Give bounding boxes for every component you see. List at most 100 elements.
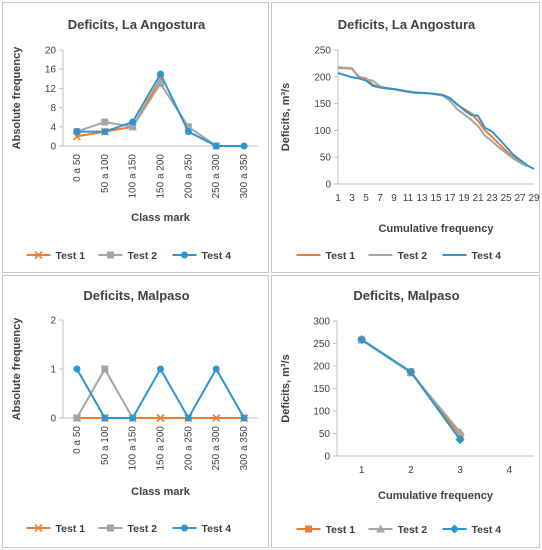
- series-test-4: [357, 334, 465, 445]
- legend-label: Test 4: [202, 523, 232, 535]
- chart-title: Deficits, Malpaso: [83, 288, 189, 303]
- legend-entry: Test 2: [368, 524, 428, 536]
- y-tick-label: 0: [325, 180, 331, 191]
- data-point: [240, 142, 248, 150]
- x-tick-label: 1: [359, 465, 365, 476]
- x-tick-label: 13: [416, 193, 428, 204]
- y-tick-label: 100: [314, 126, 331, 137]
- legend-label: Test 1: [326, 250, 356, 262]
- series-test-2: [73, 365, 137, 422]
- legend-entry: Test 2: [368, 250, 427, 262]
- x-axis-label: Cumulative frequency: [379, 223, 495, 235]
- y-tick-label: 200: [313, 362, 330, 373]
- data-point: [184, 123, 192, 131]
- y-axis-label: Deficits, m³/s: [280, 354, 292, 422]
- x-tick-label: 27: [514, 193, 526, 204]
- legend-entry: Test 1: [296, 250, 356, 262]
- legend-entry: Test 1: [296, 524, 355, 536]
- data-point: [129, 414, 137, 422]
- y-tick-label: 0: [50, 414, 56, 425]
- y-axis-label: Absolute frequency: [11, 46, 23, 150]
- y-tick-label: 16: [45, 65, 57, 76]
- legend-entry: Test 1: [26, 523, 85, 535]
- legend-marker: [376, 524, 385, 533]
- y-tick-label: 4: [50, 122, 56, 133]
- chart-title: Deficits, La Angostura: [338, 17, 476, 32]
- legend-label: Test 2: [398, 524, 428, 536]
- y-tick-label: 0: [324, 452, 330, 463]
- data-point: [157, 365, 164, 373]
- x-tick-label: 250 a 300: [211, 154, 222, 199]
- y-tick-label: 20: [45, 46, 57, 57]
- data-point: [184, 414, 192, 422]
- x-tick-label: 23: [486, 193, 498, 204]
- chart-panel-malpaso-cumulative: Deficits, Malpaso 0 50 100 150 200 250 300 1 2 3 4 D…: [271, 275, 540, 548]
- chart-svg: Deficits, Malpaso 0 1 2 0 a 50 50 a 100 100 a …: [11, 288, 258, 535]
- x-tick-label: 2: [408, 465, 414, 476]
- y-tick-label: 8: [50, 103, 56, 114]
- x-tick-label: 25: [500, 193, 512, 204]
- x-tick-label: 17: [444, 193, 456, 204]
- data-point: [129, 118, 137, 126]
- data-point: [156, 413, 165, 423]
- x-tick-label: 200 a 250: [183, 154, 194, 199]
- x-tick-label: 19: [458, 193, 470, 204]
- data-point: [212, 413, 221, 423]
- series-line: [76, 368, 134, 419]
- y-tick-label: 0: [50, 142, 56, 153]
- x-tick-label: 0 a 50: [72, 426, 83, 454]
- x-tick-label: 5: [363, 193, 369, 204]
- x-tick-label: 200 a 250: [183, 426, 194, 471]
- x-tick-label: 1: [335, 193, 341, 204]
- x-tick-label: 9: [391, 193, 397, 204]
- data-point: [101, 365, 109, 373]
- x-tick-label: 21: [472, 193, 484, 204]
- legend-marker: [305, 525, 312, 533]
- legend-marker: [450, 524, 459, 534]
- y-tick-label: 200: [314, 72, 331, 83]
- data-point: [157, 70, 164, 78]
- series-line: [361, 339, 461, 437]
- data-point: [184, 128, 192, 136]
- legend-entry: Test 2: [98, 523, 158, 535]
- y-tick-label: 300: [313, 317, 330, 328]
- data-point: [129, 123, 137, 131]
- series-test-1: [337, 66, 521, 163]
- x-tick-label: 7: [377, 193, 383, 204]
- series-line: [361, 338, 461, 441]
- legend-marker: [34, 250, 43, 260]
- legend-entry: Test 4: [442, 250, 501, 262]
- y-axis-label: Absolute frequency: [11, 317, 23, 421]
- legend-label: Test 4: [202, 250, 232, 262]
- series-test-1: [72, 413, 249, 423]
- y-tick-label: 2: [50, 316, 56, 327]
- data-point: [357, 334, 367, 344]
- legend-entry: Test 4: [172, 523, 232, 535]
- legend-marker: [34, 523, 43, 533]
- x-axis-label: Class mark: [131, 486, 191, 498]
- data-point: [73, 128, 81, 136]
- series-line: [76, 368, 245, 419]
- chart-panel-la-angostura-frequency: Deficits, La Angostura 0 4 8 12 16 20 0 a 50 50 …: [2, 2, 269, 273]
- data-point: [73, 365, 81, 373]
- x-tick-label: 50 a 100: [100, 426, 111, 465]
- data-point: [212, 365, 220, 373]
- x-tick-label: 29: [528, 193, 540, 204]
- chart-title: Deficits, La Angostura: [68, 17, 206, 32]
- x-tick-label: 250 a 300: [211, 426, 222, 471]
- y-tick-label: 250: [313, 339, 330, 350]
- legend-label: Test 2: [128, 250, 158, 262]
- data-point: [101, 118, 109, 126]
- legend-label: Test 2: [128, 523, 158, 535]
- data-point: [212, 142, 220, 150]
- x-tick-label: 300 a 350: [239, 154, 250, 199]
- y-tick-label: 1: [50, 365, 56, 376]
- legend-entry: Test 4: [442, 524, 501, 536]
- y-tick-label: 50: [319, 429, 331, 440]
- legend-entry: Test 1: [26, 250, 85, 262]
- x-tick-label: 100 a 150: [128, 154, 139, 199]
- x-tick-label: 4: [507, 465, 513, 476]
- x-tick-label: 15: [430, 193, 442, 204]
- series-test-2: [73, 80, 220, 150]
